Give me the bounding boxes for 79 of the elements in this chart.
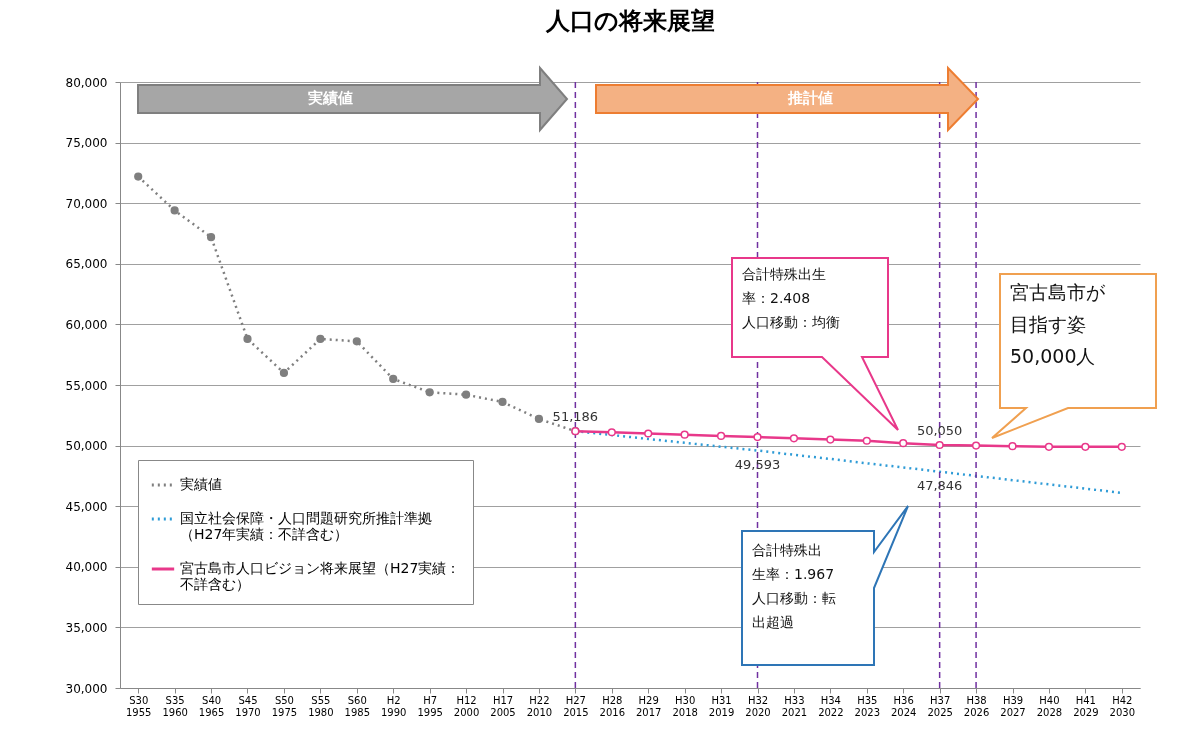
x-tick-label: H40 2028 (1036, 694, 1063, 718)
point (243, 334, 252, 344)
x-tick-label: H28 2016 (599, 694, 626, 718)
point (753, 433, 762, 442)
x-tick-label: S60 1985 (344, 694, 371, 718)
y-tick-label: 50,000 (65, 439, 108, 454)
point (1117, 442, 1126, 451)
x-tick-label: H17 2005 (490, 694, 516, 718)
x-tick-label: H37 2025 (927, 694, 953, 718)
point (716, 431, 726, 440)
y-tick-label: 70,000 (65, 196, 108, 211)
annotation: 実績値 (306, 89, 353, 107)
y-tick-label: 60,000 (65, 317, 108, 332)
x-tick-label: H29 2017 (635, 694, 662, 718)
point (789, 434, 799, 443)
x-tick-label: H27 2015 (563, 694, 589, 718)
x-tick-label: H32 2020 (745, 694, 771, 718)
legend-label: 宮古島市人口ビジョン将来展望（H27実績：不詳含む） (180, 560, 461, 592)
x-tick-label: S50 1975 (271, 694, 298, 718)
point (352, 337, 361, 346)
y-tick-label: 45,000 (65, 499, 108, 514)
point (389, 374, 398, 384)
point (134, 172, 143, 181)
annotation: 推計値 (786, 89, 833, 107)
y-tick-label: 55,000 (65, 378, 108, 393)
chart-title: 人口の将来展望 (544, 7, 715, 35)
legend-label: 実績値 (180, 476, 222, 492)
data-label: 51,186 (552, 409, 599, 425)
point (461, 390, 471, 399)
x-tick-label: H30 2018 (672, 694, 698, 718)
point (170, 206, 179, 215)
y-tick-label: 80,000 (65, 75, 108, 90)
x-tick-label: H38 2026 (963, 694, 990, 718)
x-tick-label: H22 2010 (526, 694, 553, 718)
point (971, 441, 981, 450)
point (1008, 442, 1017, 451)
point (826, 435, 835, 444)
y-tick-label: 30,000 (65, 681, 108, 696)
point (644, 429, 653, 438)
point (607, 428, 616, 437)
point (862, 436, 871, 445)
x-tick-label: H7 1995 (417, 694, 443, 718)
data-label: 50,050 (916, 422, 963, 438)
x-tick-label: H41 2029 (1073, 694, 1099, 718)
x-tick-label: H35 2023 (854, 694, 881, 718)
x-tick-label: H33 2021 (781, 694, 808, 718)
point (206, 233, 216, 242)
x-tick-label: H36 2024 (890, 694, 917, 718)
x-tick-label: H39 2027 (1000, 694, 1026, 718)
data-label: 47,846 (916, 477, 963, 493)
point (316, 334, 325, 344)
annotation: 合計特殊出生率：1.967人口移動：転出超過 (752, 542, 836, 630)
point (1081, 442, 1090, 451)
x-tick-label: H42 2030 (1109, 694, 1136, 718)
x-tick-label: S40 1965 (198, 694, 225, 718)
y-tick-label: 40,000 (65, 560, 108, 575)
point (680, 430, 689, 439)
y-tick-label: 75,000 (65, 136, 108, 151)
x-tick-label: H12 2000 (453, 694, 480, 718)
point (498, 397, 507, 407)
x-tick-label: S55 1980 (308, 694, 334, 718)
point (1044, 442, 1054, 451)
legend-label: 国立社会保障・人口問題研究所推計準拠（H27年実績：不詳含む） (180, 510, 432, 542)
point (534, 414, 544, 424)
x-tick-label: H34 2022 (818, 694, 844, 718)
data-label: 49,593 (734, 456, 781, 472)
point (279, 368, 289, 377)
point (899, 439, 908, 448)
y-tick-label: 35,000 (65, 620, 108, 635)
y-tick-label: 65,000 (65, 257, 108, 272)
annotation: 宮古島市が目指す姿50,000人 (1010, 281, 1106, 367)
annotation: 合計特殊出生率：2.408人口移動：均衡 (742, 266, 840, 330)
x-tick-label: H2 1990 (380, 694, 407, 718)
x-tick-label: S30 1955 (125, 694, 152, 718)
x-tick-label: S45 1970 (235, 694, 261, 718)
x-tick-label: S35 1960 (162, 694, 188, 718)
point (935, 440, 944, 450)
x-tick-label: H31 2019 (708, 694, 735, 718)
point (425, 388, 434, 397)
